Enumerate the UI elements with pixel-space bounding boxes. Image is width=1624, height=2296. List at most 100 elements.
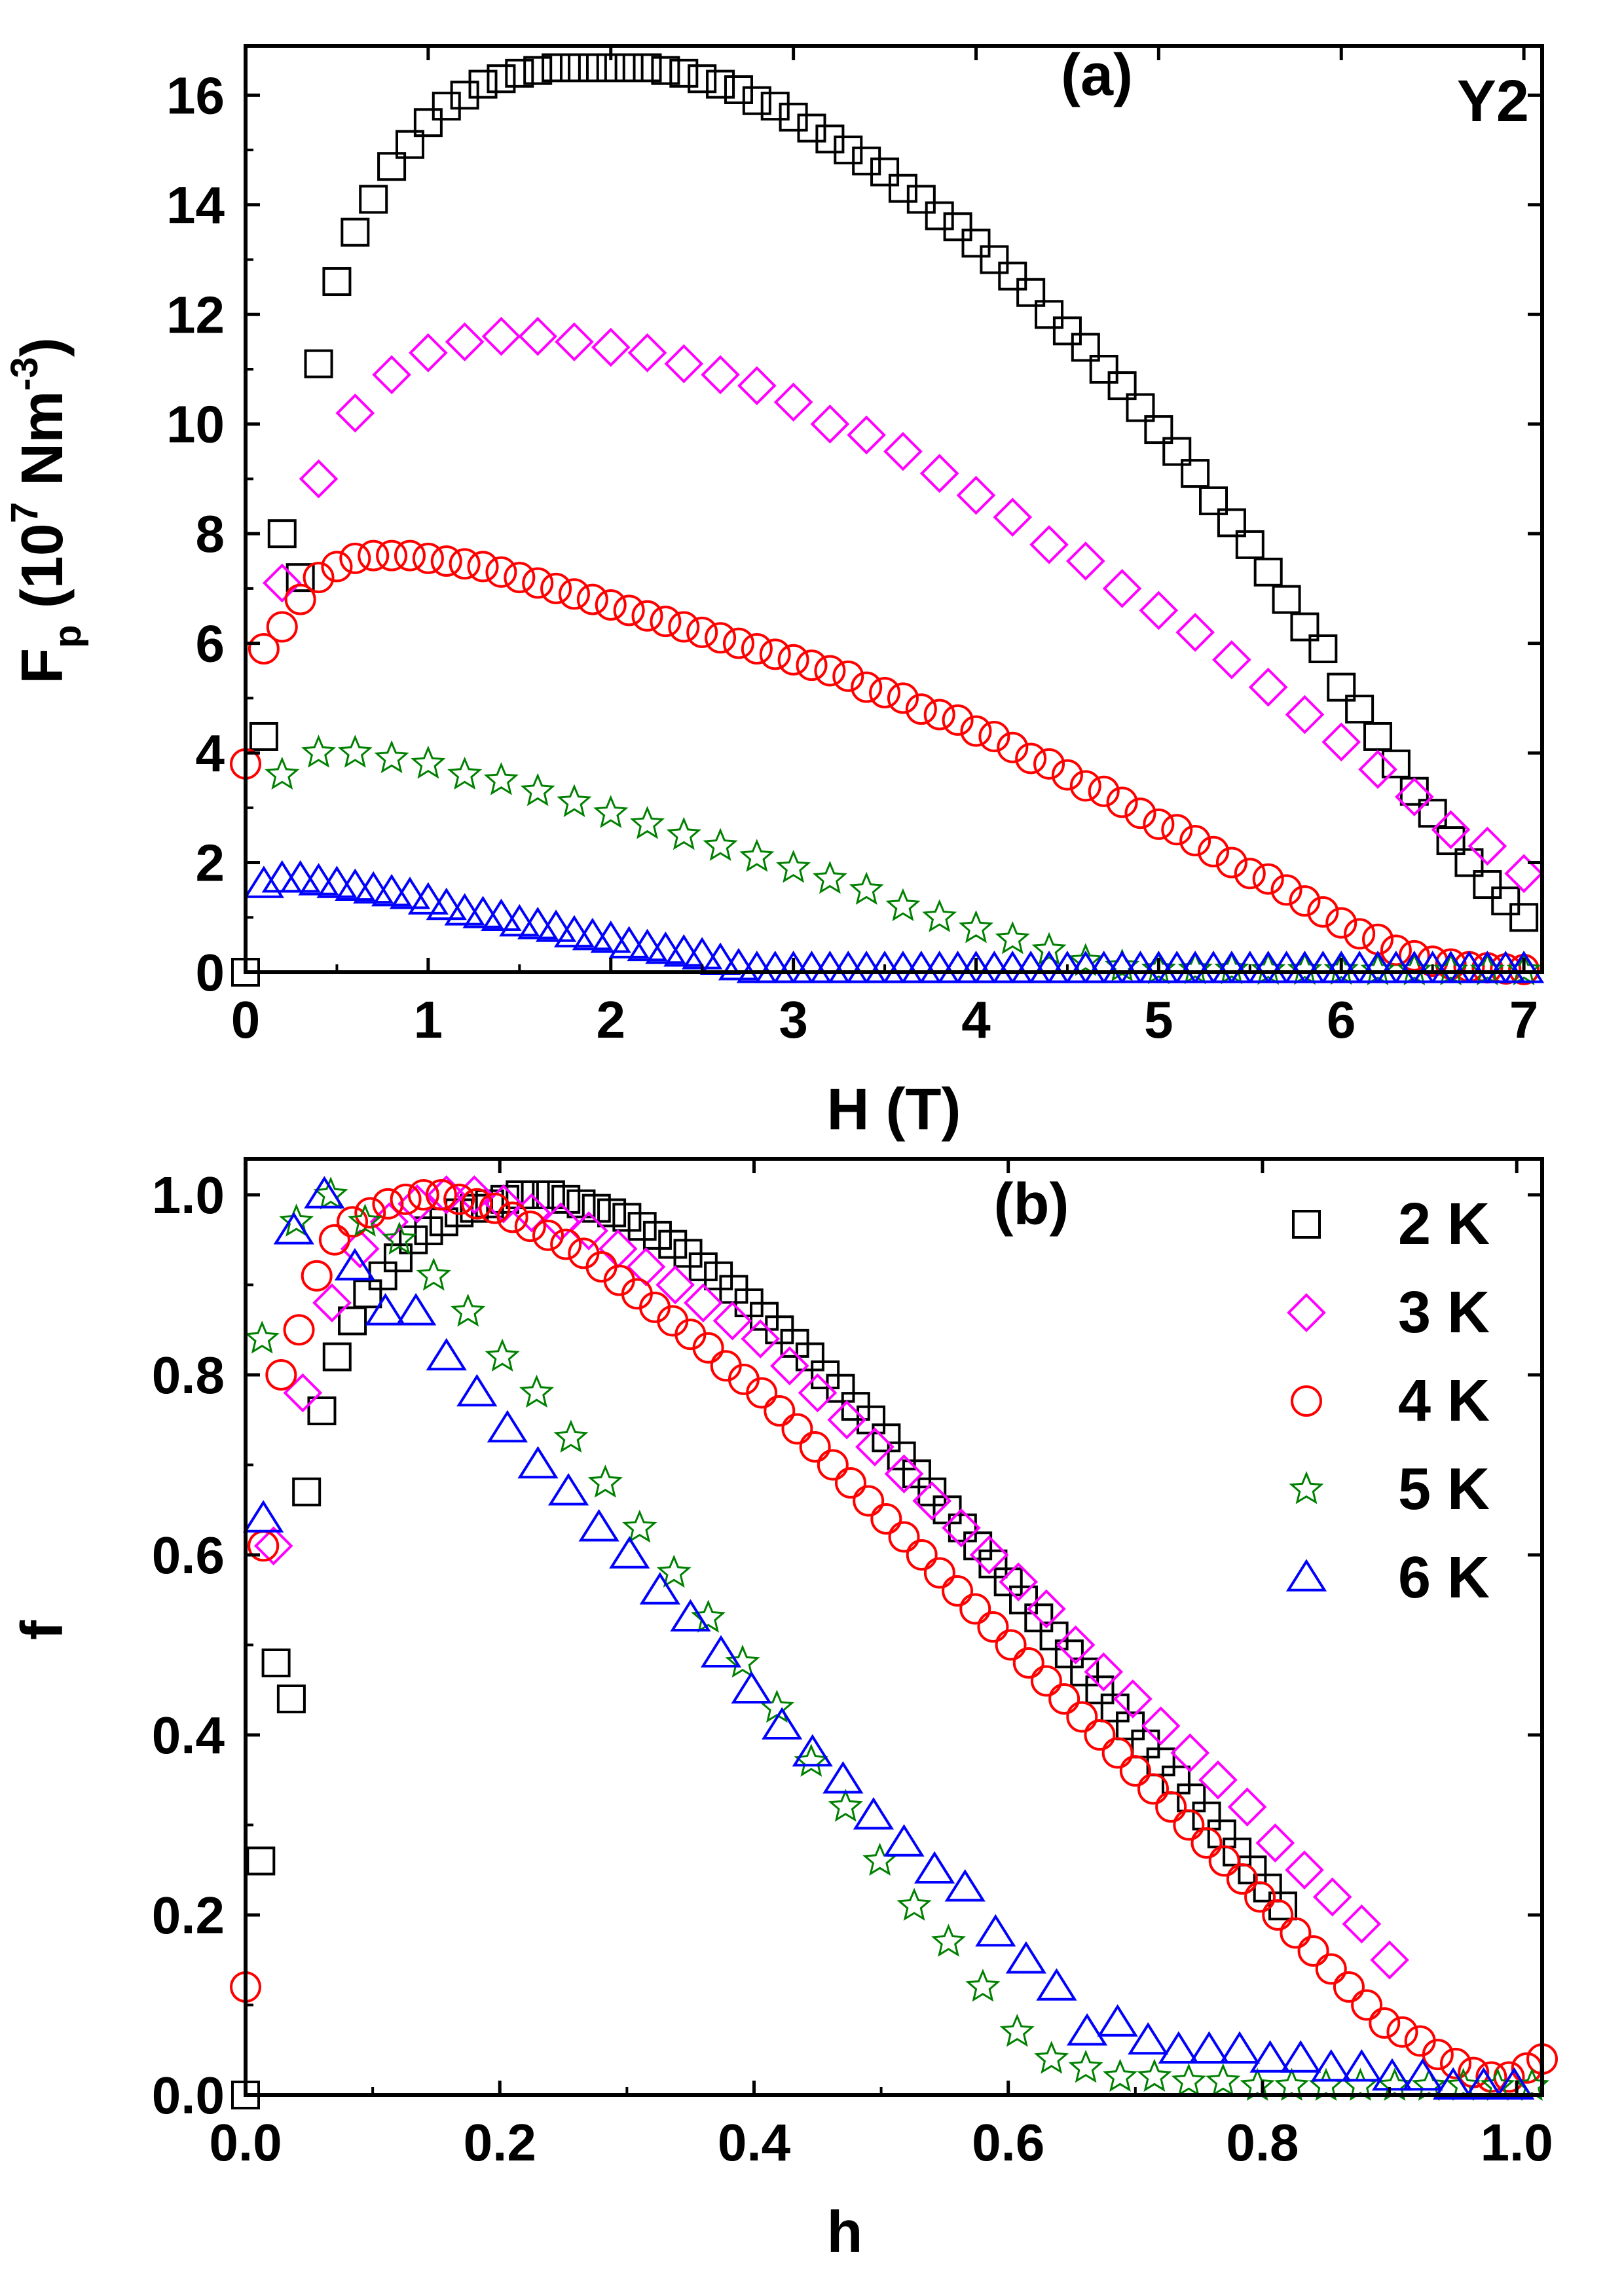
panel-b-marks bbox=[230, 1175, 1558, 2109]
panel-a-point-4-k-16 bbox=[522, 567, 554, 599]
panel-b-point-6-k-25 bbox=[1005, 1941, 1047, 1974]
panel-a-point-5-k-5 bbox=[447, 756, 483, 790]
panel-b-point-4-k-32 bbox=[799, 1431, 831, 1463]
panel-b-x-tick-label: 1.0 bbox=[1481, 2113, 1553, 2172]
panel-a-point-4-k-46 bbox=[1069, 770, 1101, 802]
panel-a-point-4-k-2 bbox=[266, 611, 298, 643]
panel-a-point-4-k-11 bbox=[430, 545, 462, 577]
panel-b-point-4-k-9 bbox=[390, 1183, 422, 1215]
panel-b-point-2-k-42 bbox=[872, 1423, 901, 1453]
panel-a-point-6-k-23 bbox=[663, 934, 705, 967]
panel-b-point-6-k-24 bbox=[975, 1914, 1016, 1947]
panel-a-point-4-k-53 bbox=[1198, 835, 1230, 867]
panel-b-point-3-k-26 bbox=[999, 1562, 1039, 1602]
panel-a-point-4-k-59 bbox=[1307, 896, 1339, 928]
panel-a-point-2-k-26 bbox=[706, 69, 735, 99]
panel-a-y-tick-label: 16 bbox=[166, 66, 225, 124]
panel-b-point-3-k-9 bbox=[511, 1193, 551, 1233]
panel-a-point-5-k-7 bbox=[520, 773, 555, 807]
panel-b-point-6-k-10 bbox=[547, 1472, 589, 1506]
panel-b-point-5-k-27 bbox=[1171, 2063, 1206, 2096]
panel-a-y-tick-label: 14 bbox=[166, 176, 225, 234]
panel-b-point-4-k-2 bbox=[265, 1359, 297, 1391]
panel-a-point-2-k-47 bbox=[1089, 354, 1118, 384]
panel-a-point-4-k-57 bbox=[1270, 874, 1302, 906]
panel-a-y-tick-label: 10 bbox=[166, 395, 225, 454]
panel-b-point-6-k-27 bbox=[1066, 2013, 1108, 2046]
panel-b-point-3-k-0 bbox=[253, 1526, 293, 1566]
panel-b-point-6-k-21 bbox=[883, 1824, 925, 1857]
panel-b-point-3-k-33 bbox=[1198, 1760, 1238, 1800]
panel-a-point-2-k-56 bbox=[1253, 557, 1283, 587]
legend: 2 K 3 K 4 K 5 K 6 K bbox=[1285, 1192, 1490, 1611]
panel-a-point-3-k-26 bbox=[1212, 640, 1251, 680]
panel-b-point-4-k-65 bbox=[1386, 2016, 1418, 2048]
panel-a-point-5-k-14 bbox=[776, 849, 811, 883]
panel-a-point-3-k-1 bbox=[299, 459, 339, 499]
panel-b-point-2-k-47 bbox=[948, 1513, 977, 1542]
panel-b-point-4-k-33 bbox=[817, 1449, 849, 1481]
panel-a-point-6-k-22 bbox=[645, 931, 686, 964]
y-title-sub: p bbox=[46, 625, 89, 647]
panel-a-point-4-k-29 bbox=[759, 638, 791, 670]
panel-b-point-2-k-20 bbox=[536, 1180, 565, 1209]
panel-a-point-6-k-0 bbox=[243, 866, 285, 898]
panel-b-y-tick-label: 0.8 bbox=[152, 1346, 225, 1404]
panel-b-point-4-k-61 bbox=[1315, 1953, 1347, 1985]
panel-a-point-6-k-8 bbox=[389, 877, 431, 909]
panel-a-point-2-k-14 bbox=[487, 64, 516, 94]
panel-a-point-2-k-63 bbox=[1381, 749, 1411, 778]
panel-b-x-tick-label: 0.4 bbox=[718, 2113, 791, 2172]
panel-a-point-4-k-54 bbox=[1215, 847, 1247, 879]
panel-a-point-4-k-31 bbox=[796, 649, 828, 682]
panel-b-point-5-k-12 bbox=[656, 1554, 692, 1588]
panel-b-point-4-k-15 bbox=[496, 1201, 528, 1233]
panel-b-point-3-k-27 bbox=[1027, 1589, 1066, 1629]
legend-label-3-k: 3 K bbox=[1398, 1280, 1490, 1345]
panel-a-point-5-k-19 bbox=[959, 910, 993, 943]
panel-b-point-4-k-26 bbox=[692, 1332, 724, 1364]
panel-a-point-4-k-41 bbox=[978, 720, 1010, 752]
panel-b-point-6-k-9 bbox=[517, 1446, 559, 1479]
legend-marker-5-k bbox=[1289, 1471, 1324, 1504]
panel-a-point-4-k-61 bbox=[1344, 918, 1376, 950]
panel-b-point-4-k-70 bbox=[1475, 2061, 1507, 2093]
panel-a-point-3-k-18 bbox=[919, 454, 959, 493]
panel-a-point-3-k-23 bbox=[1102, 569, 1142, 608]
panel-b-point-6-k-32 bbox=[1219, 2031, 1261, 2064]
panel-a-point-2-k-58 bbox=[1290, 612, 1320, 642]
panel-b-point-6-k-12 bbox=[609, 1536, 650, 1569]
panel-b-point-3-k-34 bbox=[1227, 1787, 1267, 1827]
panel-b-point-3-k-19 bbox=[798, 1373, 838, 1413]
panel-b-point-3-k-22 bbox=[884, 1454, 924, 1494]
panel-a-point-4-k-63 bbox=[1380, 934, 1412, 966]
panel-a-point-2-k-6 bbox=[341, 217, 370, 247]
panel-b-point-3-k-25 bbox=[969, 1535, 1009, 1575]
panel-b-point-5-k-6 bbox=[451, 1293, 486, 1327]
panel-b-point-4-k-38 bbox=[906, 1539, 938, 1571]
legend-label-6-k: 6 K bbox=[1398, 1545, 1490, 1611]
panel-a-point-4-k-19 bbox=[576, 583, 608, 615]
panel-a-point-4-k-13 bbox=[467, 551, 499, 583]
panel-a-point-3-k-27 bbox=[1248, 667, 1288, 707]
panel-a-point-3-k-19 bbox=[956, 475, 996, 515]
panel-b-point-4-k-18 bbox=[550, 1228, 582, 1260]
panel-a-point-2-k-57 bbox=[1272, 585, 1301, 614]
panel-b-point-5-k-19 bbox=[896, 1887, 932, 1921]
panel-a-point-2-k-48 bbox=[1107, 371, 1137, 401]
panel-b-point-2-k-7 bbox=[338, 1306, 367, 1336]
panel-b-point-3-k-5 bbox=[397, 1184, 437, 1224]
panel-a-point-6-k-7 bbox=[371, 873, 413, 907]
panel-b-point-4-k-50 bbox=[1119, 1755, 1151, 1787]
panel-b-point-4-k-64 bbox=[1369, 2007, 1401, 2039]
panel-a-y-tick-label: 8 bbox=[196, 505, 225, 563]
panel-a-point-2-k-10 bbox=[413, 108, 443, 137]
panel-a-point-2-k-60 bbox=[1327, 672, 1356, 702]
panel-a-point-2-k-41 bbox=[980, 245, 1009, 274]
panel-a-point-4-k-14 bbox=[485, 556, 517, 588]
panel-b-point-2-k-6 bbox=[322, 1342, 352, 1372]
panel-a-point-2-k-32 bbox=[815, 124, 845, 154]
y-title-unit-open: (10 bbox=[10, 523, 75, 625]
